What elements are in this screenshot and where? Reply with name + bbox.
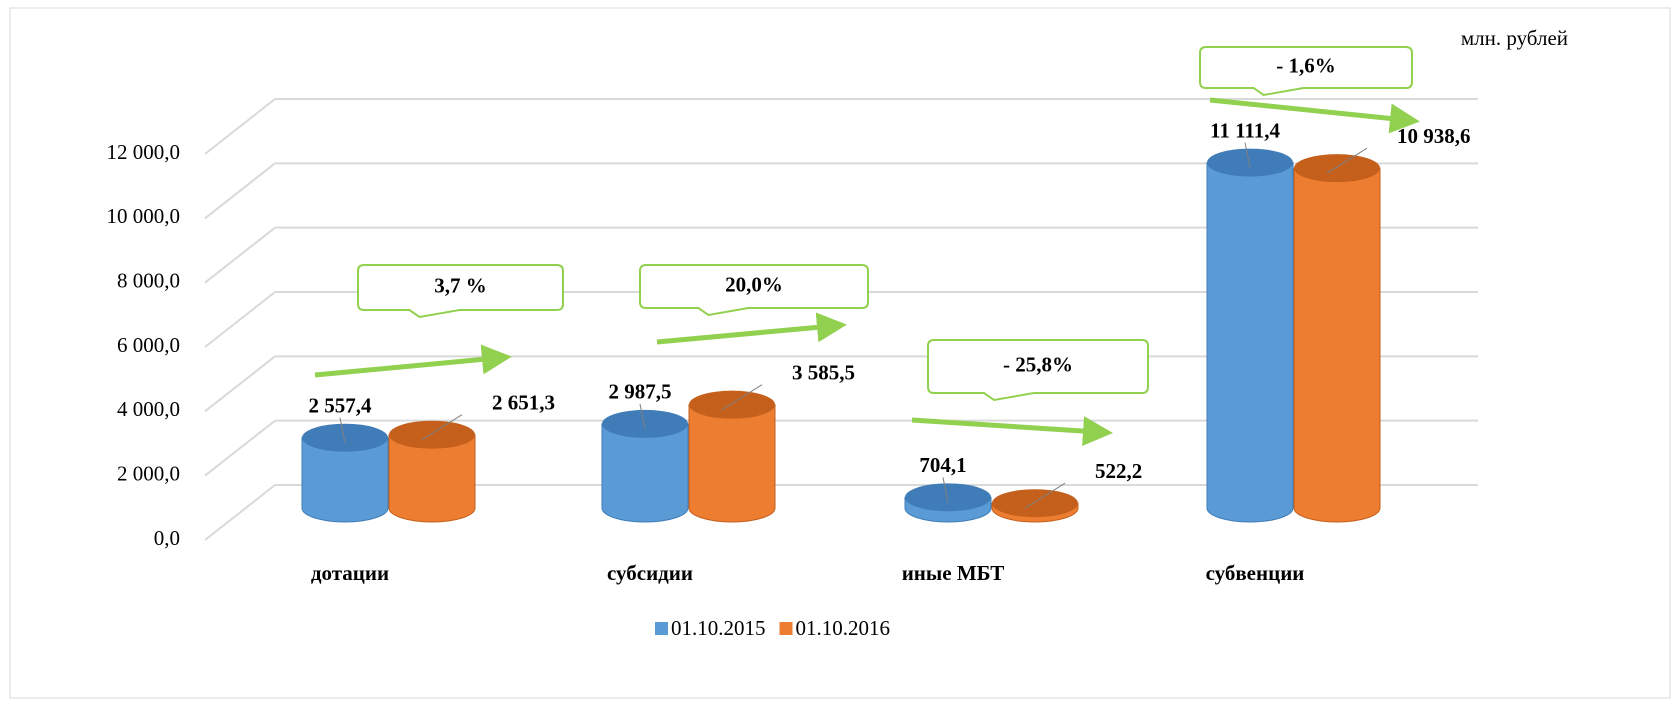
x-tick-label: иные МБТ bbox=[902, 561, 1005, 585]
callout bbox=[927, 339, 1149, 402]
trend-arrow bbox=[314, 344, 512, 378]
value-label: 2 651,3 bbox=[492, 391, 555, 415]
callout bbox=[357, 264, 564, 319]
trend-arrow bbox=[656, 312, 847, 345]
leader-line bbox=[339, 417, 346, 443]
grid-line bbox=[204, 355, 276, 413]
grid-line bbox=[204, 419, 276, 477]
annotation: - 25,8% bbox=[1003, 352, 1073, 376]
grid-line bbox=[204, 484, 276, 541]
legend-swatch bbox=[655, 622, 668, 635]
grid-line bbox=[204, 291, 276, 348]
grid-line bbox=[204, 162, 276, 220]
bar bbox=[388, 434, 476, 523]
value-label: 3 585,5 bbox=[792, 360, 855, 384]
y-tick-label: 4 000,0 bbox=[117, 397, 180, 421]
y-tick-label: 2 000,0 bbox=[117, 461, 180, 485]
legend-label: 01.10.2016 bbox=[796, 616, 891, 640]
callout bbox=[639, 264, 869, 317]
annotation: 20,0% bbox=[725, 272, 783, 296]
callout bbox=[1199, 46, 1413, 97]
value-label: 11 111,4 bbox=[1210, 118, 1281, 142]
value-label: 10 938,6 bbox=[1397, 124, 1471, 148]
annotation: - 1,6% bbox=[1276, 53, 1336, 77]
bar bbox=[301, 437, 389, 523]
bar-top bbox=[992, 489, 1078, 518]
unit-label: млн. рублей bbox=[1461, 26, 1568, 50]
x-tick-label: субсидии bbox=[607, 561, 693, 585]
bar bbox=[1206, 162, 1294, 523]
bar bbox=[1293, 167, 1381, 523]
leader-line bbox=[942, 477, 949, 503]
leader-line bbox=[1024, 482, 1066, 509]
y-tick-label: 10 000,0 bbox=[107, 204, 181, 228]
bar-top bbox=[389, 420, 475, 449]
bar-top bbox=[1294, 154, 1380, 183]
y-tick-label: 0,0 bbox=[154, 526, 180, 550]
leader-line bbox=[639, 403, 646, 430]
bar-top bbox=[302, 423, 388, 452]
bar-top bbox=[689, 390, 775, 419]
x-tick-label: субвенции bbox=[1206, 561, 1305, 585]
legend-label: 01.10.2015 bbox=[671, 616, 766, 640]
value-label: 2 557,4 bbox=[309, 394, 373, 418]
leader-line bbox=[1244, 142, 1251, 168]
leader-line bbox=[721, 384, 763, 411]
bar bbox=[688, 404, 776, 523]
legend-swatch bbox=[779, 622, 793, 635]
y-tick-label: 12 000,0 bbox=[107, 140, 181, 164]
leader-line bbox=[421, 414, 463, 441]
grid-line bbox=[204, 226, 276, 284]
annotation: 3,7 % bbox=[434, 273, 487, 297]
bar-top bbox=[602, 409, 688, 438]
bar-top bbox=[1207, 148, 1293, 177]
trend-arrow bbox=[1209, 97, 1420, 134]
value-label: 704,1 bbox=[919, 453, 966, 477]
trend-arrow bbox=[911, 416, 1113, 447]
bar bbox=[601, 423, 689, 523]
y-tick-label: 8 000,0 bbox=[117, 268, 180, 292]
grid-line bbox=[204, 98, 276, 155]
leader-line bbox=[1326, 147, 1368, 174]
value-label: 2 987,5 bbox=[609, 380, 672, 404]
x-tick-label: дотации bbox=[311, 561, 389, 585]
bar-top bbox=[905, 483, 991, 512]
value-label: 522,2 bbox=[1095, 459, 1142, 483]
y-tick-label: 6 000,0 bbox=[117, 333, 180, 357]
